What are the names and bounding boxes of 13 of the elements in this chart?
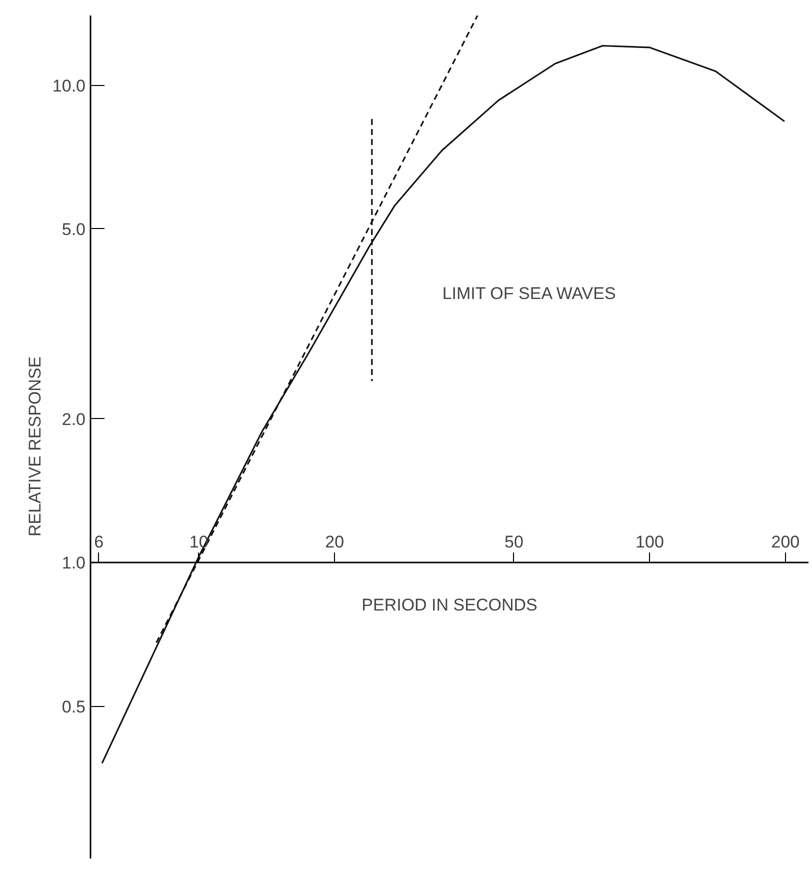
y-tick-label: 5.0 [62,220,86,239]
y-axis-title: RELATIVE RESPONSE [25,356,44,537]
x-tick-label: 100 [636,532,664,552]
x-axis-title: PERIOD IN SECONDS [362,595,538,614]
y-tick-label: 2.0 [62,410,86,429]
y-tick-label: 0.5 [62,697,86,716]
x-tick-label: 50 [504,532,524,552]
x-tick-label: 200 [771,532,800,552]
y-tick-label: 1.0 [62,554,86,573]
x-tick-label: 6 [94,532,104,552]
x-tick-label: 20 [325,532,344,552]
annotation: LIMIT OF SEA WAVES [442,284,616,304]
y-tick-label: 10.0 [52,76,86,96]
